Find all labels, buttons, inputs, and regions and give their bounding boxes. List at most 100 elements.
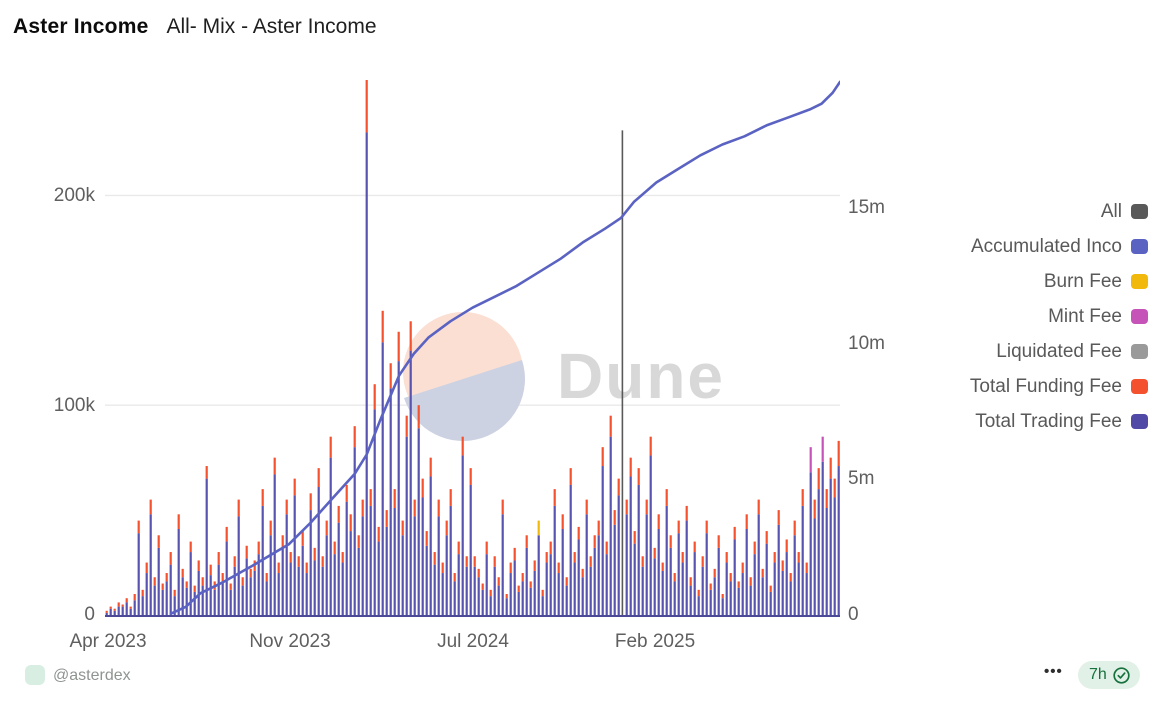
dune-logo-watermark-bottom bbox=[404, 360, 525, 441]
bar-funding-fee bbox=[609, 415, 612, 437]
bar-funding-fee bbox=[509, 562, 512, 574]
bar-funding-fee bbox=[141, 589, 144, 597]
bar-funding-fee bbox=[185, 581, 188, 588]
legend-item-mint-fee[interactable]: Mint Fee bbox=[970, 299, 1148, 334]
query-age-badge[interactable]: 7h bbox=[1078, 661, 1140, 689]
left-axis-tick-200k: 200k bbox=[53, 185, 95, 206]
bar-funding-fee bbox=[593, 535, 596, 548]
bar-funding-fee bbox=[241, 577, 244, 586]
bar-mint-fee bbox=[821, 436, 824, 462]
bar-trading-fee bbox=[469, 484, 472, 615]
bar-trading-fee bbox=[281, 547, 284, 615]
author-handle[interactable]: @asterdex bbox=[53, 667, 131, 684]
bar-trading-fee bbox=[317, 487, 320, 615]
legend-item-all[interactable]: All bbox=[970, 194, 1148, 229]
bar-funding-fee bbox=[497, 577, 500, 586]
bar-funding-fee bbox=[385, 510, 388, 527]
left-axis-tick-100k: 100k bbox=[53, 395, 95, 416]
legend-label: Total Trading Fee bbox=[975, 410, 1122, 432]
bar-funding-fee bbox=[429, 457, 432, 477]
bar-trading-fee bbox=[345, 501, 348, 615]
bar-funding-fee bbox=[113, 608, 116, 611]
bar-trading-fee bbox=[237, 516, 240, 615]
income-chart[interactable]: Dune bbox=[105, 80, 840, 617]
bar-trading-fee bbox=[589, 566, 592, 615]
bar-funding-fee bbox=[337, 505, 340, 523]
bar-funding-fee bbox=[557, 562, 560, 574]
bar-trading-fee bbox=[657, 528, 660, 615]
bar-funding-fee bbox=[825, 489, 828, 508]
bar-funding-fee bbox=[489, 589, 492, 597]
bar-trading-fee bbox=[829, 478, 832, 615]
bar-trading-fee bbox=[321, 566, 324, 615]
legend-item-burn-fee[interactable]: Burn Fee bbox=[970, 264, 1148, 299]
bar-trading-fee bbox=[709, 589, 712, 615]
bar-trading-fee bbox=[461, 455, 464, 615]
bar-funding-fee bbox=[373, 384, 376, 410]
legend-item-total-funding-fee[interactable]: Total Funding Fee bbox=[970, 369, 1148, 404]
bar-trading-fee bbox=[265, 581, 268, 615]
bar-funding-fee bbox=[249, 568, 252, 578]
bar-funding-fee bbox=[289, 552, 292, 563]
bar-funding-fee bbox=[597, 520, 600, 536]
bar-trading-fee bbox=[489, 596, 492, 615]
bar-trading-fee bbox=[693, 552, 696, 615]
bar-funding-fee bbox=[573, 552, 576, 563]
bar-funding-fee bbox=[293, 478, 296, 496]
bar-trading-fee bbox=[309, 510, 312, 615]
author-avatar[interactable] bbox=[25, 665, 45, 685]
bar-trading-fee bbox=[557, 573, 560, 615]
x-axis-baseline bbox=[105, 615, 840, 617]
bar-trading-fee bbox=[381, 342, 384, 615]
legend-item-liquidated-fee[interactable]: Liquidated Fee bbox=[970, 334, 1148, 369]
bar-funding-fee bbox=[689, 577, 692, 586]
bar-funding-fee bbox=[149, 499, 152, 515]
bar-trading-fee bbox=[201, 585, 204, 615]
age-label: 7h bbox=[1089, 666, 1107, 683]
bar-funding-fee bbox=[161, 583, 164, 590]
legend-item-total-trading-fee[interactable]: Total Trading Fee bbox=[970, 404, 1148, 439]
bar-trading-fee bbox=[573, 562, 576, 615]
bar-trading-fee bbox=[177, 528, 180, 615]
bar-funding-fee bbox=[777, 510, 780, 525]
bar-trading-fee bbox=[137, 533, 140, 615]
bar-funding-fee bbox=[417, 405, 420, 429]
bar-trading-fee bbox=[429, 476, 432, 615]
bar-trading-fee bbox=[413, 516, 416, 615]
bar-funding-fee bbox=[713, 568, 716, 578]
bar-trading-fee bbox=[541, 596, 544, 615]
bar-trading-fee bbox=[717, 547, 720, 615]
bar-funding-fee bbox=[577, 526, 580, 540]
bar-funding-fee bbox=[773, 552, 776, 563]
bar-trading-fee bbox=[145, 573, 148, 615]
legend-swatch-liquidated-fee bbox=[1131, 344, 1148, 359]
more-options-button[interactable]: ••• bbox=[1044, 663, 1063, 680]
bar-trading-fee bbox=[561, 528, 564, 615]
bar-trading-fee bbox=[421, 497, 424, 615]
bar-trading-fee bbox=[229, 589, 232, 615]
page-title: Aster Income bbox=[13, 15, 149, 38]
legend-item-accumulated-income[interactable]: Accumulated Inco bbox=[970, 229, 1148, 264]
bar-funding-fee bbox=[765, 531, 768, 544]
bar-funding-fee bbox=[833, 478, 836, 498]
bar-funding-fee bbox=[697, 589, 700, 597]
bar-trading-fee bbox=[129, 608, 132, 615]
bar-funding-fee bbox=[153, 577, 156, 586]
bar-trading-fee bbox=[641, 566, 644, 615]
bar-funding-fee bbox=[581, 568, 584, 578]
bar-funding-fee bbox=[157, 535, 160, 548]
bar-trading-fee bbox=[673, 581, 676, 615]
bar-trading-fee bbox=[821, 461, 824, 615]
bar-funding-fee bbox=[257, 541, 260, 555]
bar-funding-fee bbox=[381, 310, 384, 343]
bar-trading-fee bbox=[585, 514, 588, 615]
bar-trading-fee bbox=[373, 409, 376, 615]
bar-trading-fee bbox=[197, 570, 200, 615]
bar-trading-fee bbox=[289, 562, 292, 615]
bar-funding-fee bbox=[685, 505, 688, 521]
bar-funding-fee bbox=[269, 520, 272, 536]
bar-funding-fee bbox=[741, 562, 744, 574]
bar-trading-fee bbox=[417, 428, 420, 615]
legend-label: Accumulated Inco bbox=[970, 235, 1122, 257]
bar-trading-fee bbox=[625, 514, 628, 615]
